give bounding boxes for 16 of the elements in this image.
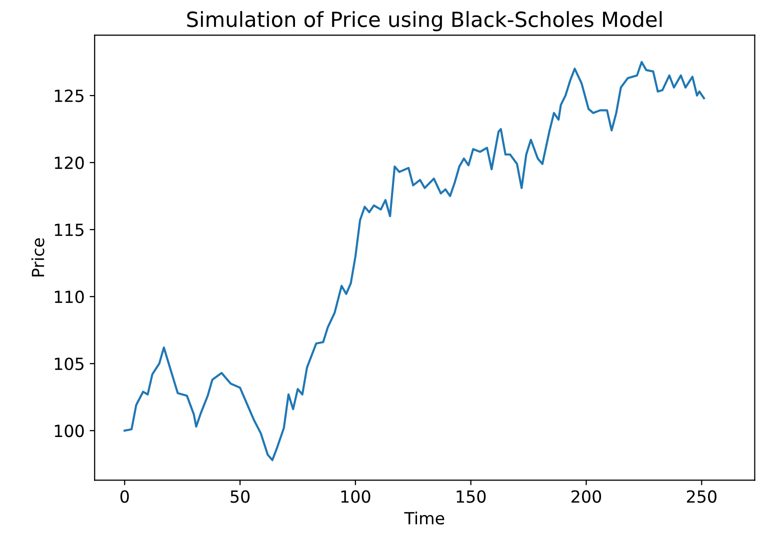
x-tick-label: 100 bbox=[341, 490, 370, 503]
y-tick-label: 120 bbox=[54, 156, 84, 170]
x-tick-label: 50 bbox=[230, 490, 250, 503]
x-axis-title: Time bbox=[404, 512, 444, 525]
x-tick-label: 150 bbox=[456, 490, 486, 503]
chart-title: Simulation of Price using Black-Scholes Model bbox=[187, 11, 662, 32]
y-tick-label: 115 bbox=[54, 224, 84, 236]
line-series bbox=[124, 60, 705, 462]
y-axis-title: Price bbox=[31, 238, 44, 276]
x-tick-label: 200 bbox=[572, 490, 602, 503]
x-tick-label: 250 bbox=[686, 490, 716, 503]
x-tick-label: 0 bbox=[120, 490, 129, 503]
y-tick-label: 100 bbox=[54, 424, 84, 438]
y-tick-label: 125 bbox=[54, 90, 84, 102]
y-tick-label: 110 bbox=[54, 290, 84, 304]
y-tick-label: 105 bbox=[54, 358, 84, 370]
